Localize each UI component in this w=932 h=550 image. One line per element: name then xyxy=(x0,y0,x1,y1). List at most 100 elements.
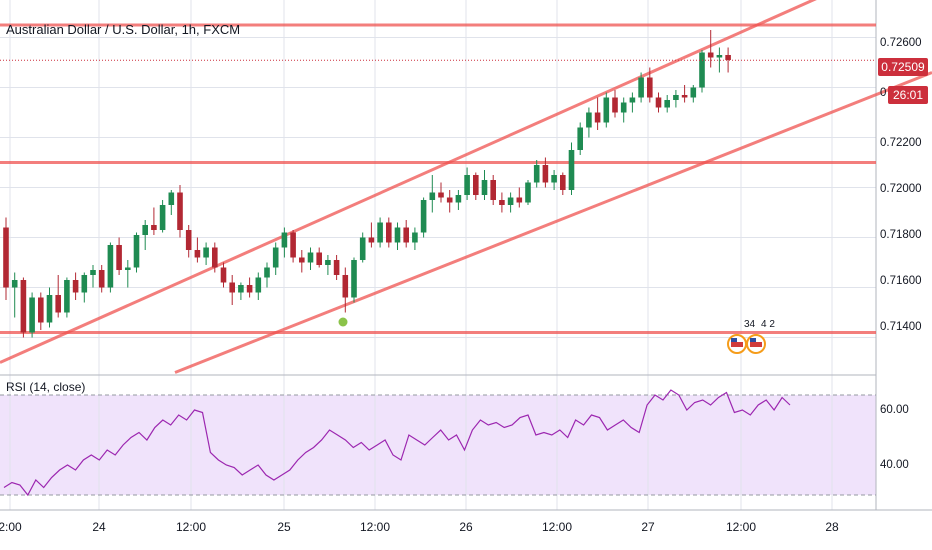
candle-body xyxy=(638,77,644,98)
candle-body xyxy=(98,270,105,288)
price-tick-6: 0.71400 xyxy=(880,321,922,333)
candle-body xyxy=(577,127,583,150)
candle-body xyxy=(125,267,131,270)
candle-body xyxy=(342,275,349,298)
candle-body xyxy=(594,112,601,123)
time-tick-3: 25 xyxy=(277,520,291,534)
time-tick-4: 12:00 xyxy=(359,520,391,534)
candle-body xyxy=(81,275,88,293)
candle-body xyxy=(229,282,235,293)
candle-body xyxy=(203,247,209,258)
time-tick-0: 2:00 xyxy=(0,520,22,534)
candle-body xyxy=(620,102,627,113)
candle-body xyxy=(107,245,114,288)
price-tick-3: 0.72000 xyxy=(880,183,922,195)
candle-body xyxy=(542,165,549,183)
candle-body xyxy=(38,297,44,323)
candle-body xyxy=(90,270,96,275)
candle-body xyxy=(525,182,531,203)
time-tick-9: 28 xyxy=(825,520,839,534)
candle-body xyxy=(429,192,436,200)
candle-body xyxy=(603,97,610,123)
candle-body xyxy=(220,267,227,283)
candle-body xyxy=(394,227,401,243)
candle-body xyxy=(46,295,53,323)
rsi-tick-60: 60.00 xyxy=(880,404,909,416)
candle-body xyxy=(699,52,705,88)
countdown-tag: 26:01 xyxy=(888,86,928,104)
event-count-label: 34 xyxy=(744,319,756,330)
channel-trendline xyxy=(0,0,817,364)
candle-body xyxy=(681,95,688,98)
candle-body xyxy=(64,280,70,313)
candle-body xyxy=(533,165,540,183)
candle-body xyxy=(238,285,244,293)
candle-body xyxy=(446,197,453,203)
candle-body xyxy=(612,97,618,113)
candle-body xyxy=(655,97,662,108)
candle-body xyxy=(133,235,140,268)
candle-body xyxy=(403,227,409,243)
candle-body xyxy=(568,150,575,190)
price-tick-2: 0.72200 xyxy=(880,137,922,149)
candle-body xyxy=(716,55,723,58)
candle-body xyxy=(690,87,697,98)
candle-body xyxy=(707,52,714,58)
time-tick-5: 26 xyxy=(459,520,473,534)
candle-body xyxy=(473,175,479,195)
event-flag-canton xyxy=(750,338,756,342)
event-flag-canton xyxy=(731,338,737,342)
candle-body xyxy=(438,192,444,198)
candle-body xyxy=(272,247,279,268)
candle-body xyxy=(551,175,557,183)
signal-dot xyxy=(338,317,348,327)
candle-body xyxy=(377,222,383,243)
rsi-label: RSI (14, close) xyxy=(6,380,86,394)
price-tick-0: 0.72600 xyxy=(880,37,922,49)
candle-body xyxy=(647,77,653,98)
candle-body xyxy=(159,205,166,230)
candle-body xyxy=(316,252,322,265)
event-count-label: 4 2 xyxy=(761,319,775,330)
channel-trendline xyxy=(174,71,932,374)
event-flag-stripe xyxy=(731,342,743,347)
candle-body xyxy=(481,180,488,195)
candle-body xyxy=(516,197,523,203)
candle-body xyxy=(168,192,175,205)
candle-body xyxy=(264,267,270,278)
candle-body xyxy=(333,260,340,275)
candle-body xyxy=(412,232,418,243)
rsi-band xyxy=(0,395,876,495)
candle-body xyxy=(725,55,731,60)
candle-body xyxy=(368,237,375,243)
time-tick-8: 12:00 xyxy=(725,520,757,534)
event-flag-stripe xyxy=(750,342,762,347)
candle-body xyxy=(560,175,566,190)
candle-body xyxy=(386,222,392,243)
rsi-tick-40: 40.00 xyxy=(880,459,909,471)
candle-body xyxy=(116,245,122,270)
candle-body xyxy=(3,227,9,288)
candle-body xyxy=(55,295,61,313)
candle-body xyxy=(325,260,331,265)
candle-body xyxy=(359,237,366,260)
last-price-tag: 0.72509 xyxy=(878,58,928,76)
candle-body xyxy=(455,195,462,203)
candle-body xyxy=(72,280,79,293)
price-tick-4: 0.71800 xyxy=(880,229,922,241)
candle-body xyxy=(20,280,27,333)
candle-body xyxy=(246,285,253,293)
candle-body xyxy=(490,180,496,200)
time-tick-1: 24 xyxy=(92,520,106,534)
candle-body xyxy=(629,97,636,103)
rsi-series-line xyxy=(3,389,791,497)
candle-body xyxy=(11,280,18,288)
time-tick-7: 27 xyxy=(641,520,655,534)
candle-body xyxy=(194,250,201,258)
price-partial-label: 0 xyxy=(880,87,887,99)
candle-body xyxy=(673,95,679,100)
candle-body xyxy=(351,260,357,298)
candle-body xyxy=(507,197,514,205)
candle-body xyxy=(29,297,35,333)
